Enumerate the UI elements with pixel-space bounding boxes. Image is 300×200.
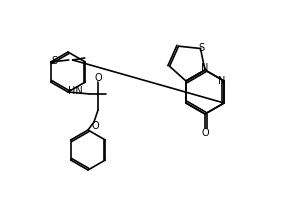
Text: O: O (91, 121, 99, 131)
Text: O: O (201, 128, 209, 138)
Text: S: S (52, 56, 58, 66)
Text: N: N (201, 63, 209, 73)
Text: S: S (198, 43, 205, 53)
Text: N: N (218, 76, 226, 86)
Text: HN: HN (68, 86, 82, 96)
Text: O: O (94, 73, 102, 83)
